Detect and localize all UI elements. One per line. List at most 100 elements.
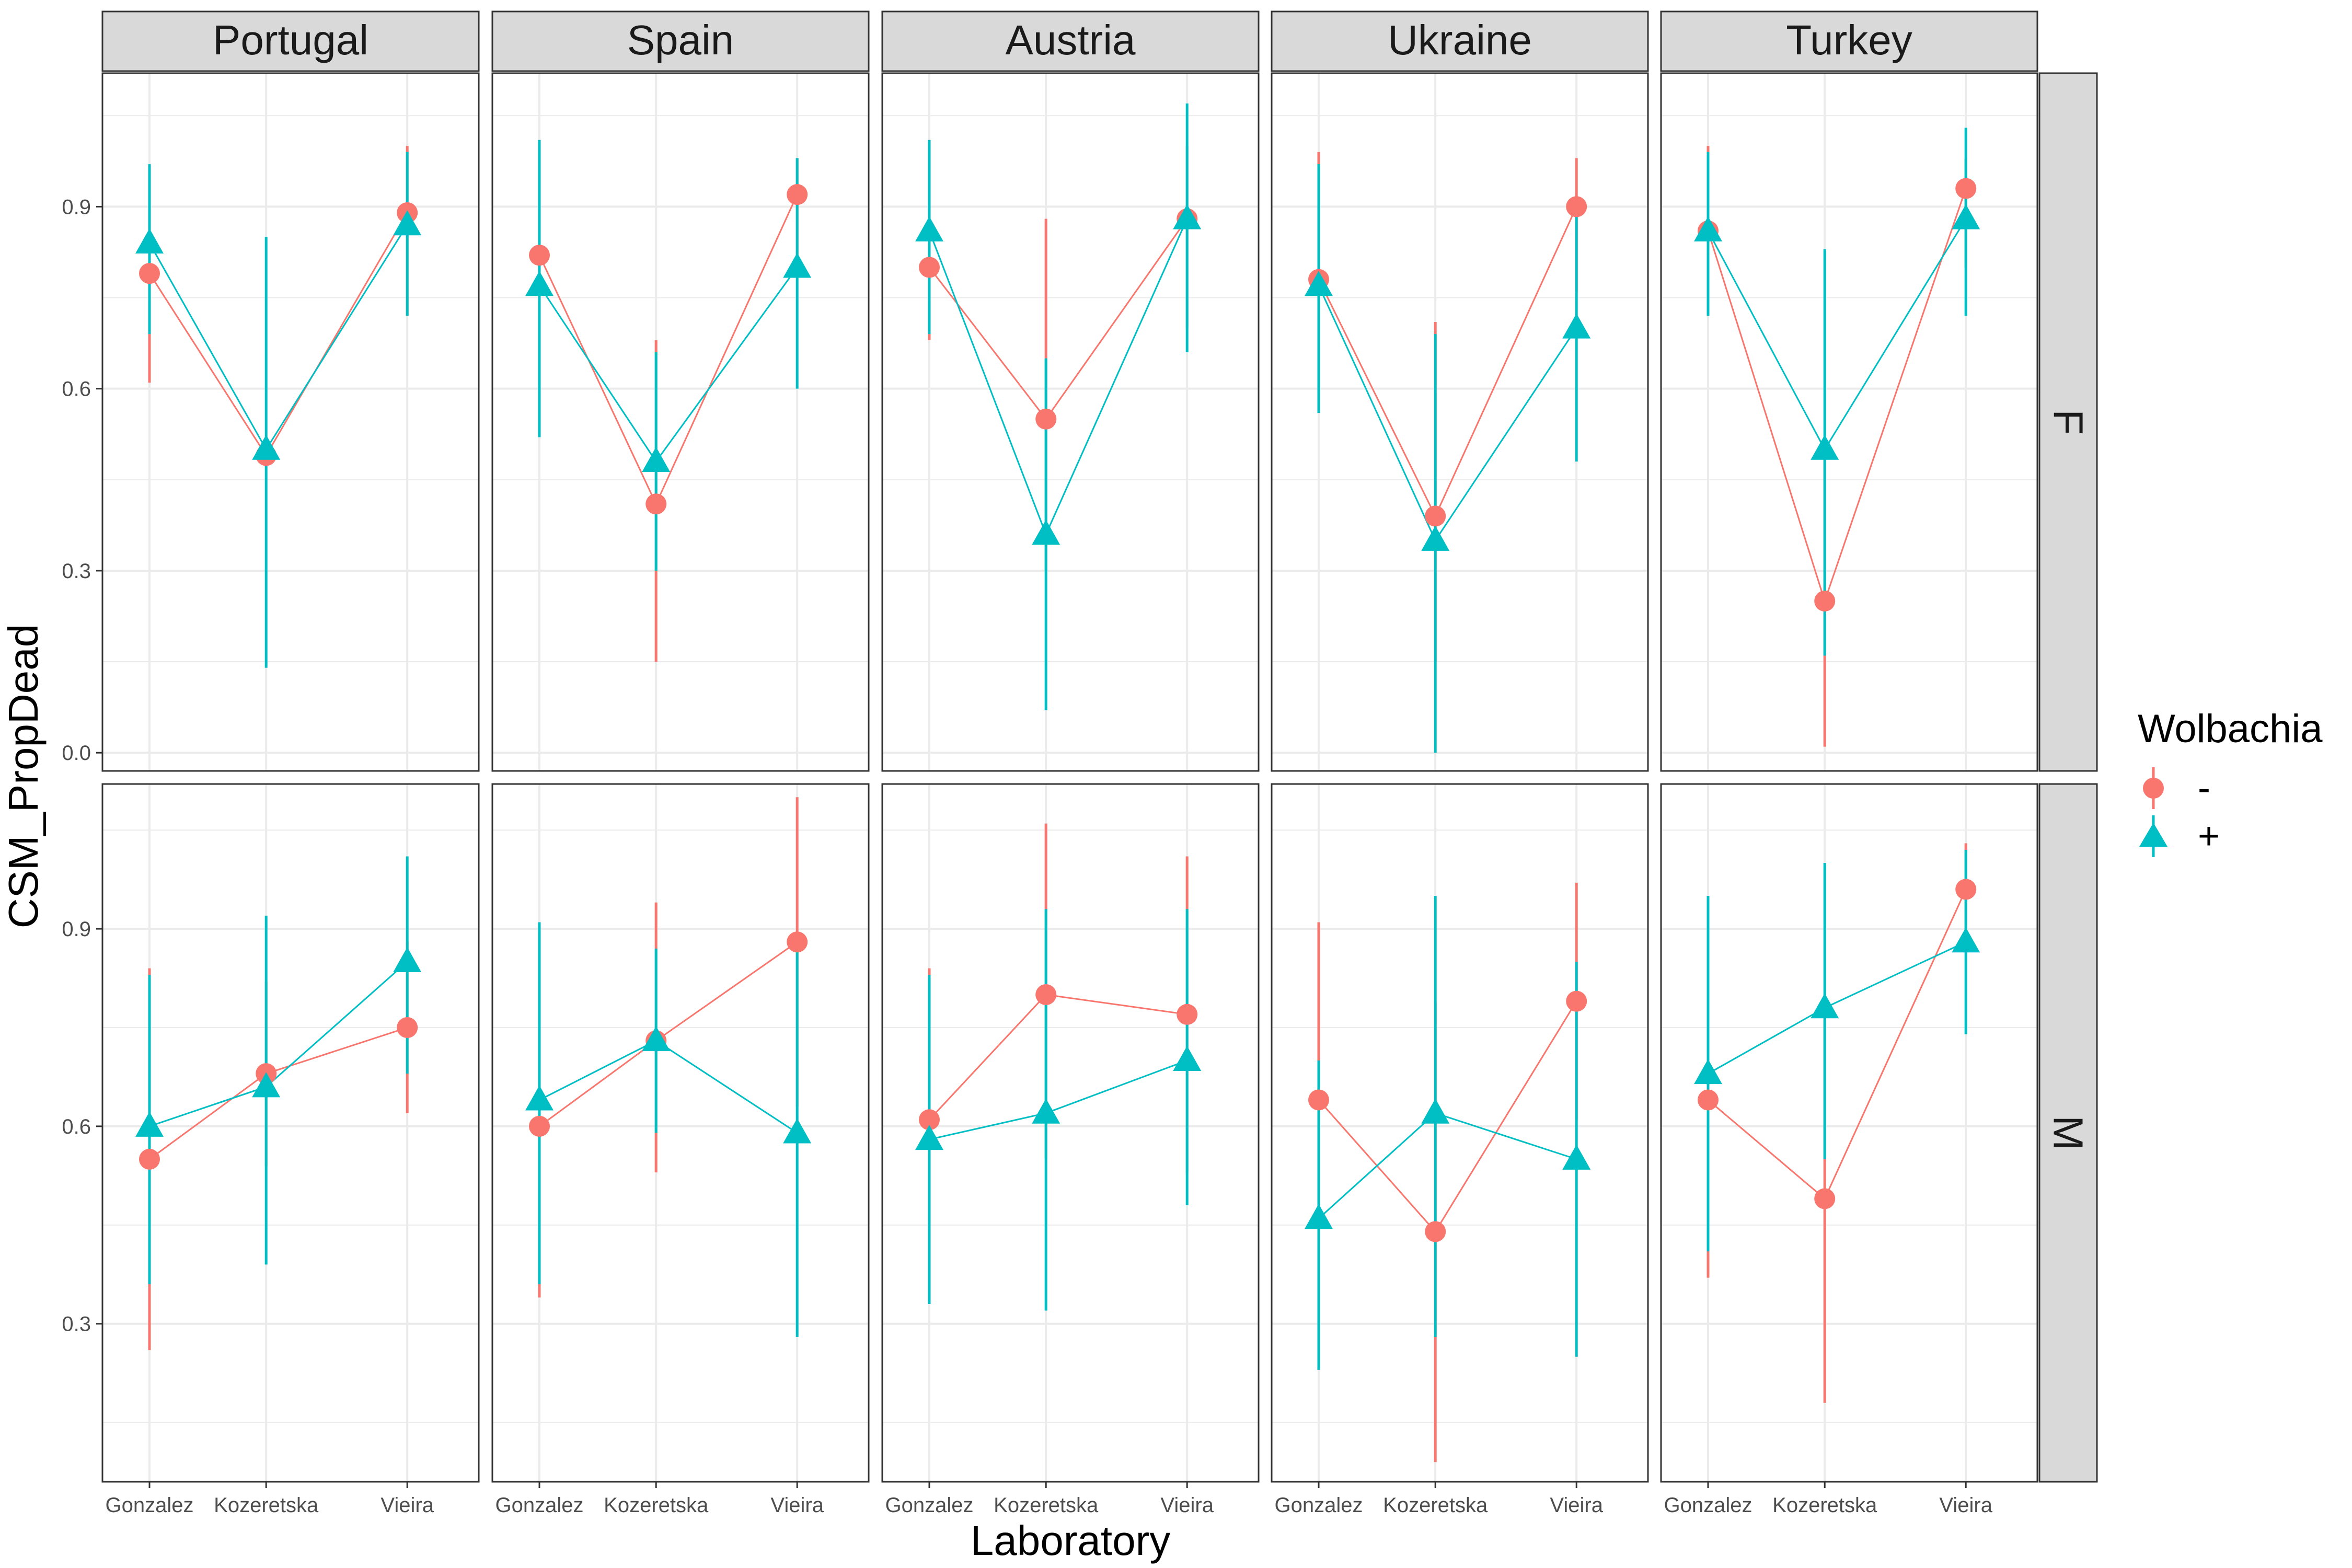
x-tick-label: Gonzalez [1275, 1494, 1363, 1517]
point-plus [525, 271, 554, 296]
strip-ukraine [1271, 10, 1649, 72]
strip-label-turkey: Turkey [1786, 17, 1912, 63]
point-minus [139, 263, 160, 284]
point-plus [393, 947, 422, 973]
panel-background [102, 73, 479, 771]
point-plus [642, 1026, 671, 1052]
panel-turkey-f [1660, 72, 2038, 772]
point-minus [1425, 1221, 1446, 1242]
panel-border [491, 72, 870, 772]
strip-label-row-m: M [2045, 1115, 2092, 1150]
point-minus [1035, 984, 1057, 1006]
strip-austria [881, 10, 1260, 72]
point-minus [1814, 590, 1836, 612]
point-minus [1425, 505, 1446, 527]
point-plus [1811, 993, 1839, 1019]
y-tick-label: 0.9 [62, 195, 91, 218]
panel-austria-m [881, 783, 1260, 1483]
panel-ukraine-m [1271, 783, 1649, 1483]
point-minus [1814, 1188, 1836, 1209]
strip-row-f [2038, 72, 2098, 772]
panel-border [101, 783, 480, 1483]
y-tick-label: 0.3 [62, 1313, 91, 1336]
point-minus [1177, 1004, 1198, 1025]
point-plus [1032, 1098, 1060, 1124]
panel-turkey-m [1660, 783, 2038, 1483]
point-plus [642, 446, 671, 472]
strip-label-portugal: Portugal [213, 17, 368, 63]
legend-key-triangle [2139, 823, 2167, 847]
point-minus [1566, 990, 1587, 1012]
legend-label-minus: - [2198, 767, 2210, 809]
y-axis-title: CSM_PropDead [0, 624, 47, 929]
x-tick-label: Kozeretska [994, 1494, 1099, 1517]
row-strips: FM [2038, 72, 2098, 1483]
point-minus [139, 1148, 160, 1170]
panel-portugal-m [101, 783, 480, 1483]
strip-spain [491, 10, 870, 72]
point-plus [1421, 525, 1450, 551]
x-tick-label: Gonzalez [885, 1494, 974, 1517]
strip-turkey [1660, 10, 2038, 72]
panel-spain-f [491, 72, 870, 772]
point-minus [529, 1115, 550, 1137]
point-plus [135, 228, 164, 254]
x-tick-label: Gonzalez [106, 1494, 194, 1517]
panel-portugal-f [101, 72, 480, 772]
panel-background [1272, 784, 1648, 1482]
point-plus [783, 1118, 812, 1144]
panel-background [1661, 73, 2037, 771]
x-tick-label: Vieira [381, 1494, 434, 1517]
point-minus [397, 1017, 418, 1038]
panel-background [882, 784, 1259, 1482]
y-tick-label: 0.0 [62, 742, 91, 765]
point-minus [1308, 1089, 1329, 1111]
panel-border [881, 72, 1260, 772]
point-minus [787, 931, 808, 953]
panel-background [1661, 784, 2037, 1482]
panel-ukraine-f [1271, 72, 1649, 772]
panel-border [1660, 72, 2038, 772]
strip-label-row-f: F [2045, 409, 2092, 435]
point-plus [1032, 520, 1060, 545]
panels-layer [101, 72, 2038, 1483]
legend-title: Wolbachia [2138, 707, 2323, 751]
point-plus [1562, 1144, 1591, 1170]
point-plus [783, 252, 812, 278]
point-plus [252, 434, 281, 460]
y-tick-label: 0.3 [62, 560, 91, 583]
point-plus [1562, 313, 1591, 339]
point-minus [645, 493, 667, 515]
axes-layer: 0.0 0.3 0.6 0.9 0.3 0.6 0.9 Gonzalez Kozeretska V… [62, 195, 1992, 1517]
point-minus [919, 1109, 940, 1131]
point-plus [1811, 434, 1839, 460]
strip-label-ukraine: Ukraine [1388, 17, 1532, 63]
point-minus [1035, 408, 1057, 430]
panel-background [492, 73, 869, 771]
y-tick-label: 0.9 [62, 918, 91, 941]
panel-border [101, 72, 480, 772]
strip-label-spain: Spain [627, 17, 734, 63]
panel-border [491, 783, 870, 1483]
panel-spain-m [491, 783, 870, 1483]
point-plus [1952, 927, 1980, 953]
point-plus [915, 1125, 943, 1150]
x-tick-label: Vieira [1160, 1494, 1214, 1517]
point-plus [915, 216, 943, 241]
point-minus [1698, 1089, 1719, 1111]
point-minus [919, 257, 940, 278]
point-plus [1694, 216, 1722, 241]
panel-background [492, 784, 869, 1482]
x-tick-label: Vieira [1939, 1494, 1992, 1517]
strip-label-austria: Austria [1006, 17, 1136, 63]
y-tick-label: 0.6 [62, 378, 91, 401]
panel-border [1660, 783, 2038, 1483]
point-plus [1421, 1098, 1450, 1124]
x-tick-label: Kozeretska [1772, 1494, 1877, 1517]
point-plus [1694, 1059, 1722, 1085]
panel-border [1271, 783, 1649, 1483]
strip-portugal [101, 10, 480, 72]
point-plus [393, 210, 422, 236]
x-tick-label: Kozeretska [214, 1494, 319, 1517]
